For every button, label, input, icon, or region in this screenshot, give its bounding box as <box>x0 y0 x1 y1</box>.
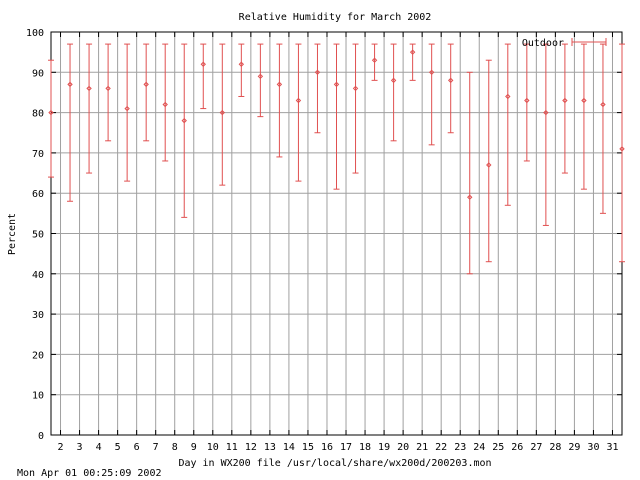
y-tick-label: 20 <box>32 350 44 361</box>
x-tick-label: 27 <box>530 442 542 453</box>
data-point <box>124 105 130 112</box>
x-tick-label: 3 <box>77 442 83 453</box>
data-point <box>600 101 606 108</box>
x-tick-label: 14 <box>283 442 295 453</box>
y-tick-label: 100 <box>26 28 44 39</box>
data-point <box>200 61 206 67</box>
x-tick-label: 21 <box>416 442 428 453</box>
data-point <box>409 49 416 55</box>
x-tick-label: 13 <box>264 442 276 453</box>
y-tick-label: 30 <box>32 310 44 321</box>
x-tick-label: 23 <box>454 442 466 453</box>
data-point <box>181 117 187 124</box>
data-point <box>562 97 568 104</box>
data-marks <box>48 43 625 275</box>
data-point <box>219 109 226 116</box>
x-tick-label: 9 <box>191 442 197 453</box>
footer-timestamp: Mon Apr 01 00:25:09 2002 <box>17 468 162 479</box>
x-tick-label: 6 <box>134 442 140 453</box>
x-tick-label: 29 <box>568 442 580 453</box>
x-tick-label: 20 <box>397 442 409 453</box>
x-axis-ticks: 2 3 4 5 6 7 8 9 10 11 12 13 14 15 16 17 18 19 20 21 22 23 24 25… <box>58 32 619 453</box>
x-tick-label: 30 <box>587 442 599 453</box>
data-point <box>619 146 625 152</box>
y-axis-ticks: 0 10 20 30 40 50 60 70 80 90 100 <box>26 28 622 442</box>
x-tick-label: 18 <box>359 442 371 453</box>
legend: Outdoor <box>522 38 607 49</box>
legend-label: Outdoor <box>522 38 564 49</box>
x-axis-label: Day in WX200 file /usr/local/share/wx200… <box>178 458 491 469</box>
x-tick-label: 19 <box>378 442 390 453</box>
data-point <box>371 57 378 63</box>
x-tick-label: 16 <box>321 442 333 453</box>
data-point <box>105 85 111 92</box>
x-tick-label: 8 <box>172 442 178 453</box>
y-tick-label: 60 <box>32 189 44 200</box>
y-tick-label: 10 <box>32 391 44 402</box>
data-point <box>238 61 245 67</box>
data-point <box>390 77 397 84</box>
x-tick-label: 17 <box>340 442 352 453</box>
x-tick-label: 7 <box>153 442 159 453</box>
data-point <box>486 162 492 168</box>
data-point <box>314 69 321 76</box>
x-tick-label: 11 <box>226 442 238 453</box>
y-tick-label: 50 <box>32 230 44 241</box>
data-point <box>143 81 149 88</box>
data-point <box>352 85 359 92</box>
data-point <box>257 73 264 80</box>
x-tick-label: 15 <box>302 442 314 453</box>
x-tick-label: 22 <box>435 442 447 453</box>
x-tick-label: 24 <box>473 442 485 453</box>
data-point <box>505 93 511 100</box>
data-point <box>276 81 283 88</box>
y-tick-label: 90 <box>32 68 44 79</box>
y-tick-label: 40 <box>32 270 44 281</box>
data-point <box>581 97 587 104</box>
x-tick-label: 10 <box>207 442 219 453</box>
data-point <box>67 81 73 88</box>
data-point <box>447 77 454 84</box>
y-tick-label: 80 <box>32 109 44 120</box>
x-tick-label: 25 <box>492 442 504 453</box>
y-axis-label: Percent <box>7 213 18 255</box>
data-point <box>467 194 473 200</box>
x-tick-label: 2 <box>58 442 64 453</box>
data-point <box>86 85 92 92</box>
data-point <box>333 81 340 88</box>
grid-lines <box>51 32 622 435</box>
x-tick-label: 4 <box>96 442 102 453</box>
data-point <box>524 97 530 104</box>
x-tick-label: 26 <box>511 442 523 453</box>
y-tick-label: 0 <box>38 431 44 442</box>
data-point <box>428 69 435 76</box>
data-point <box>295 97 302 104</box>
x-tick-label: 28 <box>549 442 561 453</box>
y-tick-label: 70 <box>32 149 44 160</box>
data-point <box>543 109 549 116</box>
data-point <box>162 101 168 108</box>
data-point <box>48 109 54 116</box>
x-tick-label: 5 <box>115 442 121 453</box>
chart-title: Relative Humidity for March 2002 <box>239 12 432 23</box>
x-tick-label: 31 <box>606 442 618 453</box>
x-tick-label: 12 <box>245 442 257 453</box>
